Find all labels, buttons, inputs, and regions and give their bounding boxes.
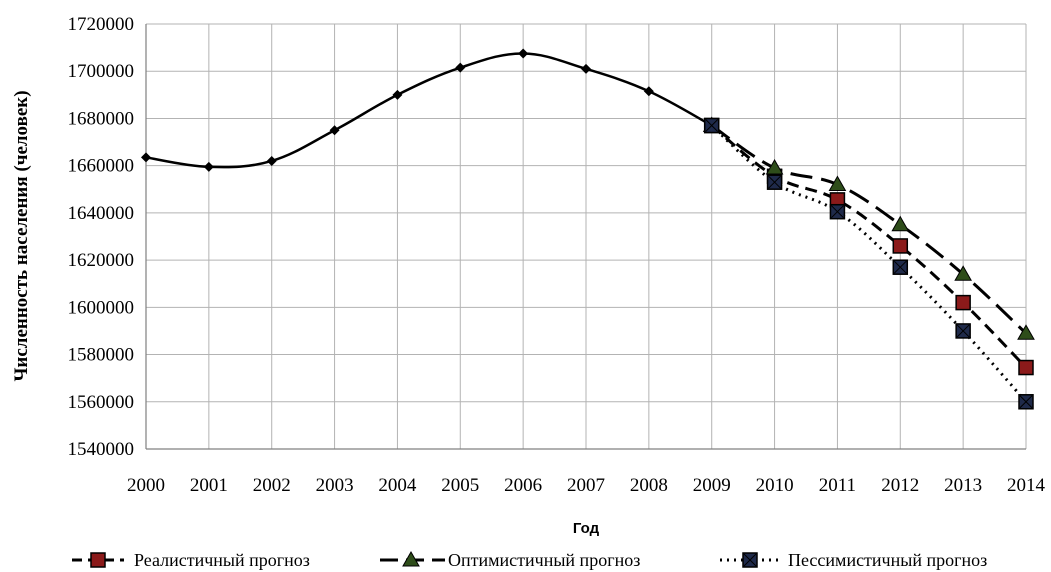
x-tick-label: 2002	[253, 475, 291, 496]
x-tick-label: 2011	[819, 475, 856, 496]
x-tick-label: 2013	[944, 475, 982, 496]
history-point	[329, 125, 340, 136]
series-point-pessimistic-x2	[1019, 395, 1033, 409]
x-tick-label: 2006	[504, 475, 542, 496]
legend-label-pessimistic: Пессимистичный прогноз	[788, 550, 987, 570]
y-tick-label: 1600000	[68, 297, 135, 318]
history-point	[643, 86, 654, 97]
series-line-realistic	[710, 124, 1028, 369]
series-point-pessimistic-x2	[831, 205, 844, 219]
series-point-pessimistic-x2	[956, 324, 970, 338]
y-tick-label: 1720000	[68, 14, 135, 35]
series-point-realistic	[1018, 359, 1034, 376]
x-tick-label: 2014	[1007, 475, 1046, 496]
y-axis-title: Численность населения (человек)	[11, 90, 32, 381]
legend: Реалистичный прогноз Оптимистичный прогн…	[72, 550, 987, 570]
series-point-optimistic	[891, 215, 910, 232]
y-tick-label: 1560000	[68, 392, 135, 413]
series-markers	[141, 48, 1035, 410]
history-point	[455, 62, 466, 73]
legend-marker-realistic	[90, 552, 106, 568]
history-point	[203, 161, 214, 172]
series-point-optimistic	[954, 265, 973, 281]
x-tick-label: 2007	[567, 475, 605, 496]
series-point-optimistic	[1017, 324, 1035, 340]
history-point	[518, 48, 529, 59]
series-line-optimistic	[710, 124, 1028, 335]
series-point-realistic	[955, 294, 971, 311]
history-point	[581, 63, 591, 74]
legend-item-optimistic: Оптимистичный прогноз	[380, 550, 640, 570]
legend-label-realistic: Реалистичный прогноз	[134, 550, 310, 570]
y-tick-label: 1540000	[68, 439, 135, 460]
history-point	[392, 89, 403, 100]
legend-marker-optimistic	[402, 550, 420, 567]
x-tick-label: 2000	[127, 475, 165, 496]
history-line	[145, 52, 713, 169]
y-tick-label: 1640000	[68, 203, 135, 224]
x-axis-title: Год	[573, 520, 600, 537]
x-tick-label: 2008	[630, 475, 668, 496]
y-tick-label: 1620000	[68, 250, 135, 271]
series-point-optimistic	[828, 175, 847, 192]
x-tick-label: 2003	[316, 475, 354, 496]
legend-item-pessimistic: Пессимистичный прогноз	[720, 550, 987, 570]
series-point-realistic	[892, 238, 909, 254]
y-axis-ticks: 1540000 1560000 1580000 1600000 1620000 16400…	[68, 14, 135, 460]
x-tick-label: 2005	[441, 475, 479, 496]
series-point-pessimistic-x2	[705, 119, 719, 132]
legend-label-optimistic: Оптимистичный прогноз	[448, 550, 640, 570]
grid-lines	[145, 23, 1027, 450]
x-tick-label: 2001	[190, 475, 228, 496]
y-tick-label: 1580000	[68, 345, 135, 366]
history-point	[141, 152, 151, 163]
legend-marker-pessimistic-x2	[743, 553, 757, 567]
x-tick-label: 2010	[756, 475, 794, 496]
y-tick-label: 1680000	[68, 108, 135, 129]
history-point	[266, 155, 277, 166]
series-lines	[145, 52, 1028, 403]
series-point-pessimistic-x2	[893, 260, 907, 274]
x-tick-label: 2004	[378, 475, 417, 496]
y-tick-label: 1700000	[68, 61, 135, 82]
series-point-pessimistic-x2	[768, 175, 781, 189]
x-tick-label: 2009	[693, 475, 731, 496]
x-axis-ticks: 2000 2001 2002 2003 2004 2005 2006 2007 2008 2009…	[127, 475, 1046, 496]
y-tick-label: 1660000	[68, 156, 135, 177]
legend-item-realistic: Реалистичный прогноз	[72, 550, 310, 570]
series-point-optimistic	[765, 159, 784, 175]
x-tick-label: 2012	[881, 475, 919, 496]
